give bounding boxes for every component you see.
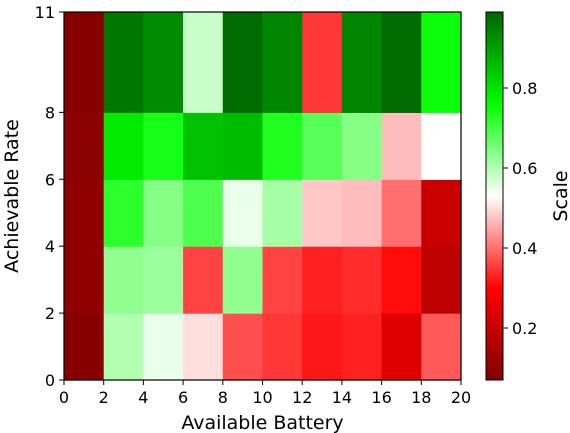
- heatmap-cell: [421, 112, 462, 180]
- heatmap-cell: [183, 246, 224, 314]
- x-tick-label: 2: [99, 388, 109, 407]
- heatmap-cell: [143, 112, 184, 180]
- y-axis-label: Achievable Rate: [1, 119, 23, 273]
- x-tick-label: 6: [178, 388, 188, 407]
- heatmap-cell: [302, 313, 343, 381]
- x-axis: 0 2 4 6 8 10 12 14 16 18 20: [59, 380, 471, 407]
- heatmap-cell: [143, 179, 184, 247]
- colorbar-label: Scale: [550, 170, 570, 221]
- colorbar-tick-label: 0.6: [512, 159, 537, 178]
- x-tick-label: 14: [332, 388, 352, 407]
- heatmap-cell: [302, 179, 343, 247]
- heatmap-cell: [381, 246, 422, 314]
- y-tick-label: 2: [45, 304, 55, 323]
- heatmap-cell: [64, 313, 105, 381]
- heatmap-cell: [143, 246, 184, 314]
- heatmap-cell: [302, 246, 343, 314]
- heatmap-cell: [64, 179, 105, 247]
- heatmap-cell: [262, 246, 303, 314]
- heatmap-cell: [341, 112, 383, 180]
- heatmap-cell: [143, 12, 184, 113]
- heatmap-cell: [262, 112, 303, 180]
- x-tick-label: 12: [292, 388, 312, 407]
- x-axis-label: Available Battery: [181, 412, 343, 433]
- heatmap-cell: [341, 179, 383, 247]
- x-tick-label: 20: [451, 388, 471, 407]
- heatmap-cell: [381, 12, 422, 113]
- heatmap-cell: [64, 112, 105, 180]
- colorbar-gradient: [485, 11, 504, 381]
- heatmap-cell: [381, 313, 422, 381]
- y-tick-label: 4: [45, 237, 55, 256]
- heatmap-cell: [103, 246, 144, 314]
- heatmap-cell: [262, 313, 303, 381]
- y-tick-label: 0: [45, 371, 55, 390]
- heatmap-cell: [421, 246, 462, 314]
- heatmap-cell: [341, 313, 383, 381]
- x-tick-label: 4: [138, 388, 148, 407]
- heatmap-cell: [103, 313, 144, 381]
- heatmap-cell: [222, 246, 264, 314]
- x-tick-label: 10: [252, 388, 272, 407]
- colorbar-tick-label: 0.4: [512, 239, 537, 258]
- colorbar-tick-label: 0.2: [512, 319, 537, 338]
- x-tick-label: 8: [218, 388, 228, 407]
- heatmap-cell: [64, 12, 105, 113]
- colorbar: 0.2 0.4 0.6 0.8 Scale: [485, 11, 570, 381]
- heatmap-cell: [103, 112, 144, 180]
- heatmap-cell: [421, 313, 462, 381]
- colorbar-ticks: 0.2 0.4 0.6 0.8: [503, 79, 537, 338]
- heatmap-cell: [222, 12, 264, 113]
- heatmap-cell: [302, 12, 343, 113]
- x-tick-label: 0: [59, 388, 69, 407]
- heatmap-cell: [262, 179, 303, 247]
- heatmap-cell: [103, 179, 144, 247]
- heatmap-cell: [222, 179, 264, 247]
- heatmap-cell: [183, 313, 224, 381]
- heatmap-cell: [183, 112, 224, 180]
- heatmap-cell: [222, 313, 264, 381]
- x-tick-label: 18: [411, 388, 431, 407]
- y-tick-label: 11: [35, 3, 55, 22]
- heatmap-cell: [143, 313, 184, 381]
- y-tick-label: 8: [45, 103, 55, 122]
- y-tick-label: 6: [45, 170, 55, 189]
- heatmap-cell: [421, 12, 462, 113]
- heatmap-cell: [262, 12, 303, 113]
- heatmap-cell: [381, 112, 422, 180]
- y-axis: 0 2 4 6 8 11: [35, 3, 64, 390]
- heatmap-cell: [341, 246, 383, 314]
- heatmap-cell: [64, 246, 105, 314]
- heatmap-cell: [103, 12, 144, 113]
- heatmap-cell: [341, 12, 383, 113]
- colorbar-tick-label: 0.8: [512, 79, 537, 98]
- heatmap-cells: [64, 12, 462, 381]
- heatmap-cell: [183, 12, 224, 113]
- heatmap-cell: [183, 179, 224, 247]
- x-tick-label: 16: [371, 388, 391, 407]
- heatmap-cell: [302, 112, 343, 180]
- heatmap-cell: [222, 112, 264, 180]
- heatmap-cell: [421, 179, 462, 247]
- heatmap-cell: [381, 179, 422, 247]
